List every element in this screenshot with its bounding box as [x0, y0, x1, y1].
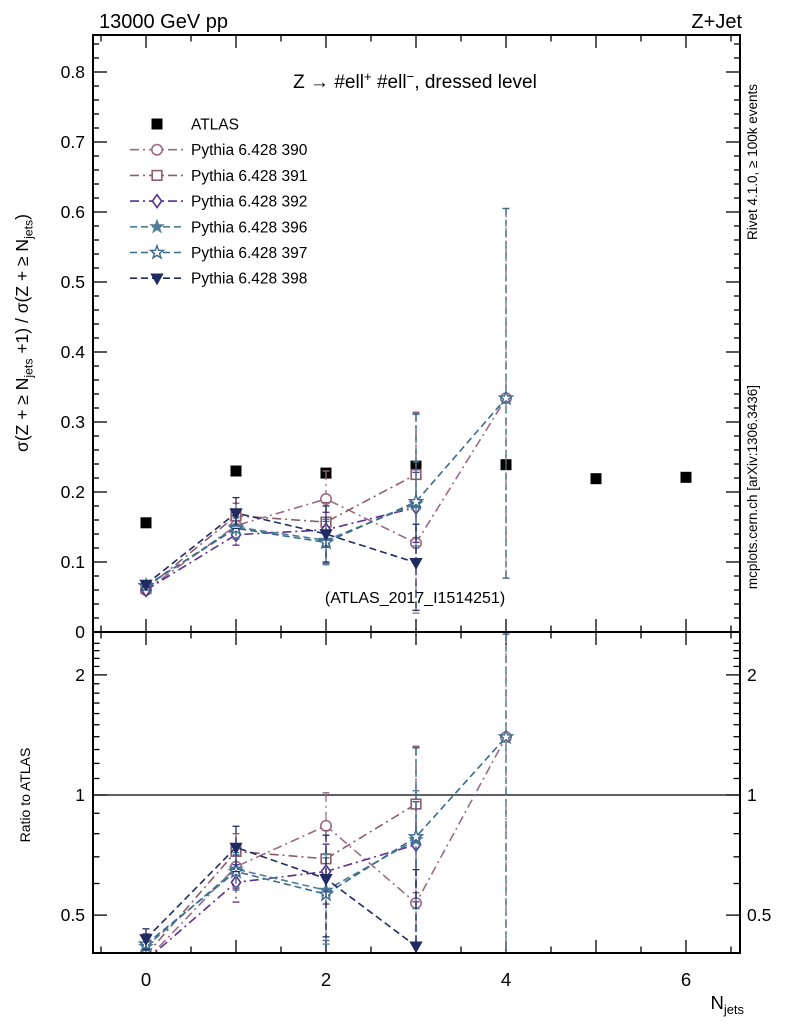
triangle-down-filled-marker	[409, 558, 423, 570]
legend-item: Pythia 6.428 392	[130, 193, 307, 211]
legend-label: Pythia 6.428 398	[191, 271, 307, 288]
series-line	[145, 839, 417, 948]
legend-item: Pythia 6.428 396	[130, 218, 307, 236]
series-line	[154, 843, 417, 952]
header-beam-energy: 13000 GeV pp	[99, 11, 228, 33]
series-line	[147, 803, 417, 952]
square-filled-marker	[230, 465, 242, 477]
ratio-y-axis-title: Ratio to ATLAS	[17, 748, 33, 843]
series-line	[145, 473, 417, 590]
series-lines-p396	[142, 790, 420, 952]
series-markers-p396	[138, 495, 424, 594]
square-filled-marker	[680, 471, 692, 483]
star-open-marker	[497, 728, 515, 745]
star-open-marker	[497, 389, 515, 406]
star-filled-marker	[149, 218, 165, 234]
circle-open-marker	[151, 143, 164, 156]
series-markers-p398	[139, 842, 423, 952]
star-open-marker	[148, 243, 166, 260]
series-lines-p392	[142, 471, 420, 594]
x-tick-label: 6	[681, 969, 691, 990]
ratio-y-tick-label-right: 0.5	[747, 905, 771, 925]
series-markers-p392	[140, 499, 422, 598]
legend: ATLAS Pythia 6.428 390 Pythia 6.428 391 Pyt…	[130, 117, 308, 288]
legend-label: ATLAS	[191, 117, 239, 134]
legend-item: Pythia 6.428 397	[130, 243, 307, 262]
star-open-marker	[407, 492, 425, 510]
triangle-down-filled-marker	[319, 529, 333, 542]
legend-item: Pythia 6.428 390	[130, 142, 308, 159]
series-lines-p398	[142, 825, 420, 952]
ratio-y-tick-label-left: 0.5	[61, 905, 85, 925]
ratio-y-tick-label-left: 1	[75, 785, 85, 805]
series-markers-p391	[140, 798, 422, 952]
legend-label: Pythia 6.428 391	[191, 168, 307, 185]
triangle-down-filled-marker	[139, 934, 153, 947]
main-y-axis-title: σ(Z + ≥ Njets +1) / σ(Z + ≥ Njets)	[12, 214, 36, 452]
square-filled-marker	[151, 118, 163, 130]
x-axis-title: Njets	[710, 992, 744, 1017]
star-open-marker	[407, 828, 425, 845]
analysis-id-watermark: (ATLAS_2017_I1514251)	[325, 590, 505, 607]
main-y-tick-label: 0.7	[61, 132, 85, 152]
square-filled-marker	[140, 517, 152, 529]
triangle-down-filled-marker	[319, 873, 333, 886]
main-y-tick-label: 0.8	[61, 62, 85, 82]
x-tick-label: 2	[321, 969, 331, 990]
series-line	[145, 506, 417, 591]
axis-ticks	[93, 35, 740, 953]
main-y-tick-label: 0.2	[61, 482, 85, 502]
ratio-y-tick-labels: 0.5 0.5 1 1 2 2	[61, 665, 772, 925]
main-y-tick-label: 0.1	[61, 552, 85, 572]
x-tick-label: 0	[141, 969, 151, 990]
legend-item: ATLAS	[151, 117, 239, 134]
square-open-marker	[151, 169, 163, 182]
triangle-down-filled-marker	[150, 273, 164, 286]
legend-label: Pythia 6.428 392	[191, 194, 307, 211]
main-y-tick-label: 0.3	[61, 412, 85, 432]
ratio-y-tick-label-right: 2	[747, 665, 757, 685]
square-filled-marker	[590, 473, 602, 485]
series-markers-p391	[140, 468, 422, 595]
mcplots-reference-note: mcplots.cern.ch [arXiv:1306.3436]	[745, 385, 760, 589]
main-y-tick-labels: 0 0.1 0.2 0.3 0.4 0.5 0.6 0.7 0.8	[61, 62, 86, 642]
ratio-y-tick-label-right: 1	[747, 785, 757, 805]
circle-open-marker	[319, 819, 332, 832]
triangle-down-filled-marker	[409, 941, 423, 952]
legend-label: Pythia 6.428 390	[191, 142, 308, 159]
legend-item: Pythia 6.428 398	[130, 271, 307, 288]
diamond-open-marker	[141, 954, 150, 967]
header-process: Z+Jet	[691, 11, 742, 33]
series-lines-p391	[142, 412, 420, 593]
series-line	[145, 503, 417, 588]
legend-item: Pythia 6.428 391	[130, 168, 307, 185]
triangle-down-filled-marker	[229, 842, 243, 855]
series-markers-p396	[138, 831, 424, 952]
series-line	[145, 397, 507, 587]
series-line	[145, 736, 507, 945]
x-tick-label: 4	[501, 969, 511, 990]
triangle-down-filled-marker	[229, 508, 243, 521]
main-y-tick-label: 0.4	[61, 342, 86, 362]
x-tick-labels: 0 2 4 6	[141, 969, 691, 990]
plot-title: Z → #ell+ #ell−, dressed level	[293, 69, 537, 93]
series-markers-p398	[139, 508, 423, 592]
main-y-tick-label: 0.6	[61, 202, 85, 222]
legend-label: Pythia 6.428 397	[191, 245, 307, 262]
legend-label: Pythia 6.428 396	[191, 219, 307, 236]
series-lines-p396	[142, 461, 420, 590]
circle-open-marker	[141, 955, 151, 965]
main-y-tick-label: 0.5	[61, 272, 85, 292]
series-lines-p391	[142, 746, 420, 952]
triangle-down-filled-marker	[139, 579, 153, 592]
series-line	[145, 512, 417, 586]
ratio-y-tick-label-left: 2	[75, 665, 85, 685]
diamond-open-marker	[151, 193, 163, 209]
series-line	[145, 846, 417, 947]
main-y-tick-label: 0	[75, 622, 85, 642]
rivet-version-note: Rivet 4.1.0, ≥ 100k events	[745, 84, 760, 240]
